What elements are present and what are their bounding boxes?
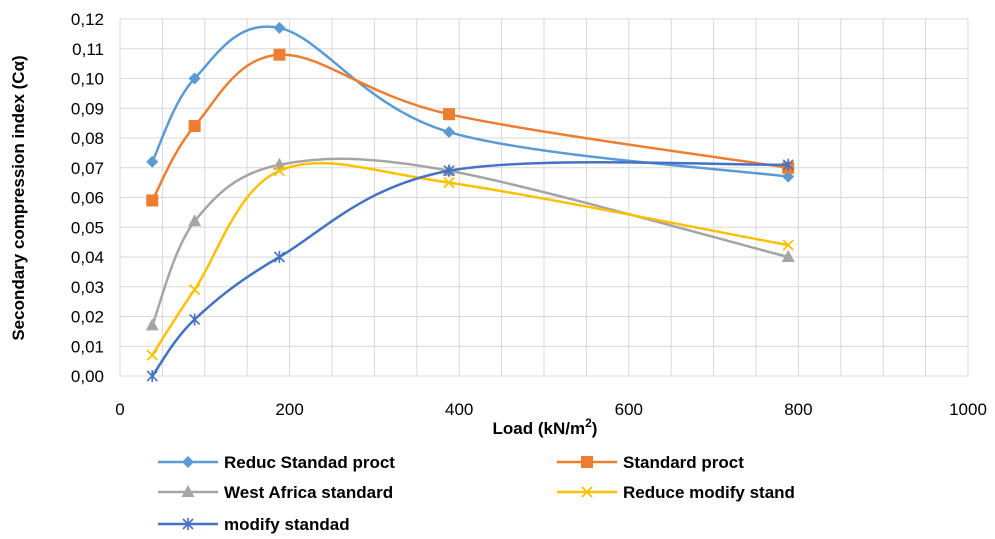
y-tick-label: 0,11 xyxy=(72,40,104,59)
y-tick-label: 0,01 xyxy=(71,337,104,356)
legend-label: Reduc Standad proct xyxy=(224,453,395,472)
legend-item: Reduc Standad proct xyxy=(158,453,395,472)
legend-marker xyxy=(182,456,194,468)
data-point xyxy=(273,21,286,34)
legend-item: Standard proct xyxy=(557,453,744,472)
series-2 xyxy=(145,157,795,331)
legend-label: West Africa standard xyxy=(224,483,393,502)
data-point xyxy=(443,176,455,189)
x-tick-label: 1000 xyxy=(949,400,987,419)
series-1 xyxy=(146,48,795,207)
data-point xyxy=(443,108,456,121)
data-point xyxy=(189,313,201,326)
y-tick-label: 0,10 xyxy=(71,70,104,89)
y-tick-label: 0,06 xyxy=(71,189,104,208)
data-point xyxy=(782,158,794,171)
data-point xyxy=(273,251,285,263)
data-point xyxy=(443,164,455,177)
data-point xyxy=(188,120,201,133)
legend-label: Standard proct xyxy=(623,453,744,472)
series-4 xyxy=(146,158,794,382)
data-point xyxy=(146,155,159,168)
data-point xyxy=(188,284,201,296)
data-point xyxy=(188,72,201,85)
data-point xyxy=(146,349,158,361)
y-tick-label: 0,04 xyxy=(71,248,104,267)
data-point xyxy=(188,214,202,227)
series-layer xyxy=(145,21,795,382)
x-tick-label: 200 xyxy=(275,400,303,419)
legend-label: Reduce modify stand xyxy=(623,483,795,502)
series-line xyxy=(151,25,789,178)
legend-label: modify standad xyxy=(224,515,350,534)
legend-marker xyxy=(181,485,195,497)
legend-item: Reduce modify stand xyxy=(557,483,795,502)
data-point xyxy=(146,194,159,207)
legend: Reduc Standad proct Standard proct West Af… xyxy=(158,453,795,534)
series-3 xyxy=(146,161,794,361)
y-tick-label: 0,07 xyxy=(71,159,104,178)
legend-marker xyxy=(581,486,593,498)
y-tick-label: 0,02 xyxy=(71,308,104,327)
data-point xyxy=(146,370,158,382)
data-point xyxy=(781,250,795,262)
legend-marker xyxy=(182,518,194,530)
tick-labels: 0,00 0,01 0,02 0,03 0,04 0,05 0,06 0,07 0,08 0,09… xyxy=(71,10,987,419)
series-0 xyxy=(146,21,795,183)
legend-item: modify standad xyxy=(158,515,350,534)
y-tick-label: 0,00 xyxy=(71,367,104,386)
y-axis-title: Secondary compression index (Cα) xyxy=(9,55,28,340)
x-tick-label: 600 xyxy=(615,400,643,419)
legend-item: West Africa standard xyxy=(158,483,393,502)
y-tick-label: 0,08 xyxy=(71,129,104,148)
data-point xyxy=(443,126,456,139)
y-tick-label: 0,03 xyxy=(71,278,104,297)
x-tick-label: 800 xyxy=(784,400,812,419)
y-tick-label: 0,05 xyxy=(71,218,104,237)
x-axis-title: Load (kN/m2) xyxy=(493,416,598,438)
data-point xyxy=(782,239,794,251)
x-tick-label: 400 xyxy=(445,400,473,419)
y-tick-label: 0,12 xyxy=(71,10,104,29)
data-point xyxy=(273,165,286,177)
data-point xyxy=(145,318,159,331)
legend-marker xyxy=(581,456,593,468)
gridlines xyxy=(119,18,969,377)
y-tick-label: 0,09 xyxy=(71,99,104,118)
data-point xyxy=(273,48,286,61)
x-tick-label: 0 xyxy=(115,400,124,419)
